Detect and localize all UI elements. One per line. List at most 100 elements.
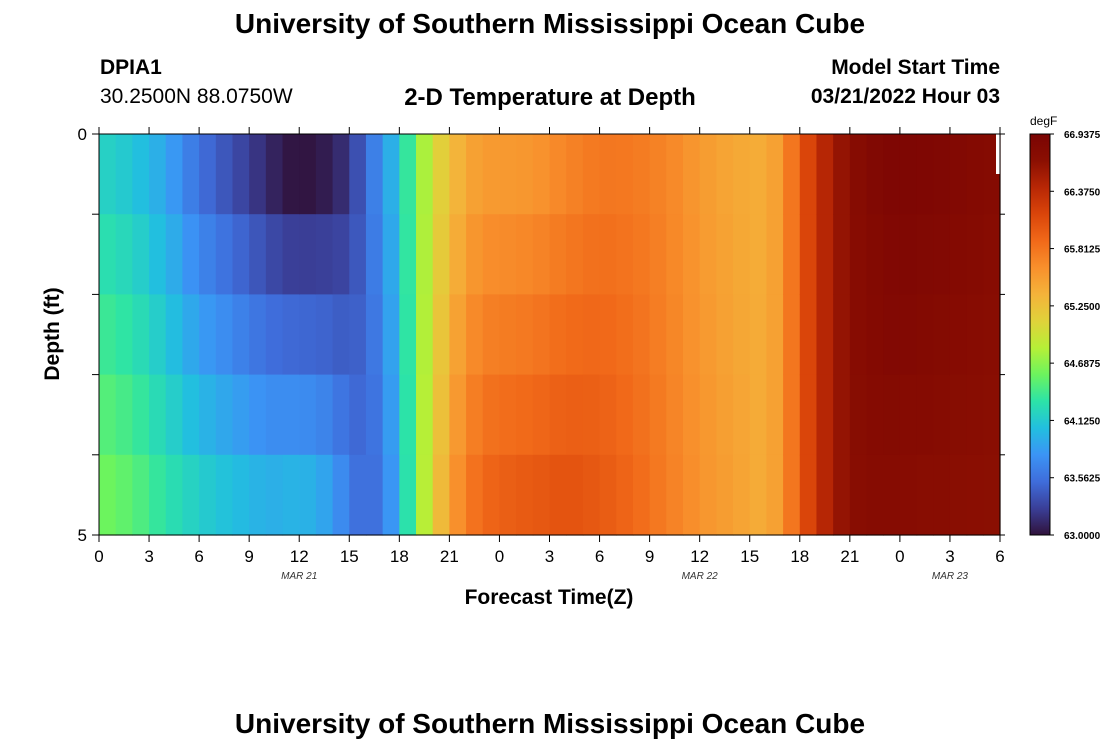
heatmap-cell (899, 374, 918, 456)
colorbar-tick-label: 63.5625 (1064, 474, 1100, 485)
heatmap-cell (649, 214, 667, 295)
colorbar-tick-label: 66.3750 (1064, 187, 1100, 198)
heatmap-cell (983, 454, 1001, 536)
x-tick-label: 21 (440, 547, 459, 566)
heatmap-cell (315, 374, 334, 456)
heatmap-cell (733, 134, 751, 215)
heatmap-cell (215, 214, 234, 295)
heatmap-cell (916, 454, 934, 536)
heatmap-cell (799, 294, 818, 376)
heatmap-cell (649, 454, 667, 536)
heatmap-cell (749, 454, 768, 536)
heatmap-cells (99, 134, 1001, 536)
heatmap-cell (966, 374, 984, 456)
heatmap-cell (449, 454, 467, 536)
heatmap-cell (132, 294, 150, 376)
heatmap-cell (766, 374, 784, 456)
heatmap-cell (899, 294, 918, 376)
heatmap-cell (949, 294, 968, 376)
heatmap-cell (499, 454, 517, 536)
heatmap-cell (99, 374, 117, 456)
heatmap-cell (165, 454, 184, 536)
heatmap-cell (916, 374, 934, 456)
x-tick-label: 12 (290, 547, 309, 566)
heatmap-cell (349, 294, 367, 376)
heatmap-cell (249, 134, 267, 215)
heatmap-cell (466, 374, 484, 456)
heatmap-cell (799, 214, 818, 295)
heatmap-cell (733, 374, 751, 456)
heatmap-cell (282, 454, 300, 536)
heatmap-cell (416, 454, 434, 536)
heatmap-cell (632, 134, 651, 215)
heatmap-cell (332, 294, 350, 376)
heatmap-cell (582, 454, 601, 536)
heatmap-cell (716, 294, 734, 376)
heatmap-cell (616, 134, 634, 215)
heatmap-cell (349, 374, 367, 456)
heatmap-cell (115, 214, 133, 295)
colorbar-tick-label: 64.1250 (1064, 416, 1100, 427)
colorbar (1029, 133, 1051, 536)
heatmap-cell (349, 454, 367, 536)
heatmap-cell (132, 454, 150, 536)
heatmap-cell (699, 374, 717, 456)
heatmap-cell (466, 454, 484, 536)
x-tick-label: 0 (495, 547, 504, 566)
heatmap-cell (616, 294, 634, 376)
heatmap-cell (816, 374, 834, 456)
heatmap-cell (365, 374, 384, 456)
heatmap-cell (682, 134, 701, 215)
heatmap-cell (115, 294, 133, 376)
heatmap-cell (365, 134, 384, 215)
heatmap-cell (749, 374, 768, 456)
heatmap-cell (265, 214, 284, 295)
heatmap-cell (399, 214, 417, 295)
heatmap-cell (132, 214, 150, 295)
heatmap-cell (349, 214, 367, 295)
heatmap-cell (666, 134, 684, 215)
heatmap-cell (749, 134, 768, 215)
y-axis: 05 (78, 125, 1005, 545)
heatmap-cell (249, 294, 267, 376)
heatmap-cell (682, 374, 701, 456)
heatmap-cell (933, 134, 951, 215)
heatmap-cell (616, 374, 634, 456)
heatmap-cell (132, 134, 150, 215)
heatmap-cell (682, 294, 701, 376)
heatmap-cell (666, 374, 684, 456)
heatmap-cell (232, 374, 250, 456)
heatmap-cell (432, 454, 450, 536)
heatmap-cell (382, 134, 400, 215)
heatmap-cell (966, 454, 984, 536)
heatmap-cell (332, 134, 350, 215)
heatmap-cell (966, 294, 984, 376)
heatmap-cell (399, 134, 417, 215)
heatmap-cell (382, 294, 400, 376)
heatmap-cell (249, 374, 267, 456)
heatmap-cell (215, 134, 234, 215)
heatmap-cell (516, 454, 534, 536)
heatmap-cell (332, 214, 350, 295)
heatmap-cell (899, 454, 918, 536)
heatmap-cell (299, 214, 317, 295)
heatmap-cell (783, 374, 801, 456)
heatmap-cell (566, 214, 584, 295)
heatmap-cell (983, 214, 1001, 295)
heatmap-cell (165, 214, 184, 295)
heatmap-cell (549, 134, 567, 215)
heatmap-cell (132, 374, 150, 456)
heatmap-cell (416, 134, 434, 215)
date-label: MAR 23 (932, 571, 969, 582)
heatmap-cell (599, 214, 617, 295)
station-id: DPIA1 (100, 56, 162, 79)
heatmap-cell (933, 454, 951, 536)
heatmap-cell (532, 294, 551, 376)
heatmap-cell (983, 294, 1001, 376)
heatmap-cell (933, 294, 951, 376)
chart-subtitle: 2-D Temperature at Depth (404, 84, 696, 111)
heatmap-cell (466, 134, 484, 215)
date-label: MAR 21 (281, 571, 317, 582)
heatmap-cell (199, 374, 217, 456)
